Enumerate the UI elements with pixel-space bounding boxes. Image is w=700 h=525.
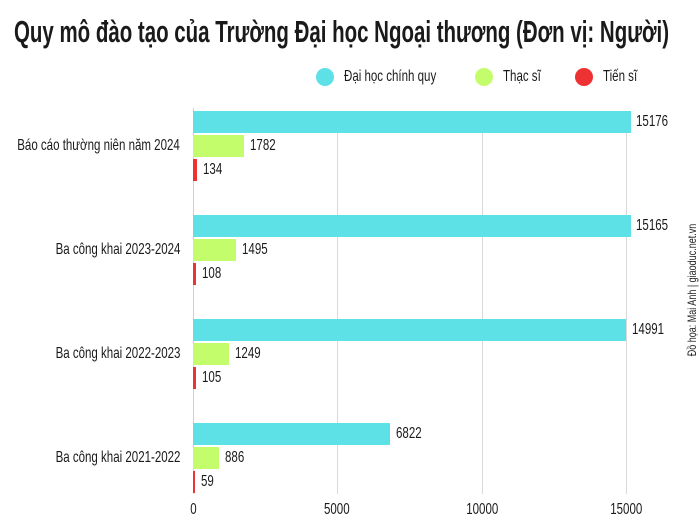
gridline-5000 [337,133,338,494]
bar-doctorate [193,471,195,493]
bar-doctorate [193,263,196,285]
value-label: 15176 [636,113,669,130]
bar-master [193,135,244,157]
bar-doctorate [193,159,197,181]
circle-icon [575,68,593,86]
bar-master [193,239,236,261]
value-label: 1782 [250,137,276,154]
value-label: 6822 [396,425,422,442]
bar-undergraduate [193,319,626,341]
value-label: 14991 [632,321,665,338]
category-label: Ba công khai 2021-2022 [55,449,180,466]
value-label: 105 [202,369,222,386]
value-label: 108 [202,265,222,282]
value-label: 134 [203,161,223,178]
x-tick-label: 10000 [465,501,499,518]
bar-master [193,447,219,469]
chart-title: Quy mô đào tạo của Trường Đại học Ngoại … [14,14,670,49]
legend-item-undergraduate: Đại học chính quy [316,66,472,88]
y-axis-line [193,108,194,494]
category-label: Ba công khai 2022-2023 [55,345,180,362]
gridline-10000 [482,133,483,494]
bar-undergraduate [193,111,631,133]
bar-doctorate [193,367,196,389]
bar-undergraduate [193,215,631,237]
category-label: Ba công khai 2023-2024 [55,241,180,258]
value-label: 1495 [242,241,268,258]
gridline-15000 [626,133,627,494]
legend-label: Tiến sĩ [603,68,638,85]
credit-annotation: Đồ họa: Mai Anh | giaoduc.net.vn [685,223,699,357]
legend-item-master: Thạc sĩ [475,66,555,88]
circle-icon [475,68,493,86]
value-label: 15165 [636,217,669,234]
legend-label: Đại học chính quy [344,68,437,85]
legend-item-doctorate: Tiến sĩ [575,66,650,88]
value-label: 59 [201,473,214,490]
x-tick-label: 15000 [609,501,643,518]
category-label: Báo cáo thường niên năm 2024 [17,137,180,154]
circle-icon [316,68,334,86]
value-label: 886 [225,449,245,466]
bar-master [193,343,229,365]
value-label: 1249 [235,345,261,362]
x-tick-label: 5000 [324,501,350,518]
x-tick-label: 0 [189,501,197,518]
bar-undergraduate [193,423,390,445]
legend-label: Thạc sĩ [503,68,541,85]
